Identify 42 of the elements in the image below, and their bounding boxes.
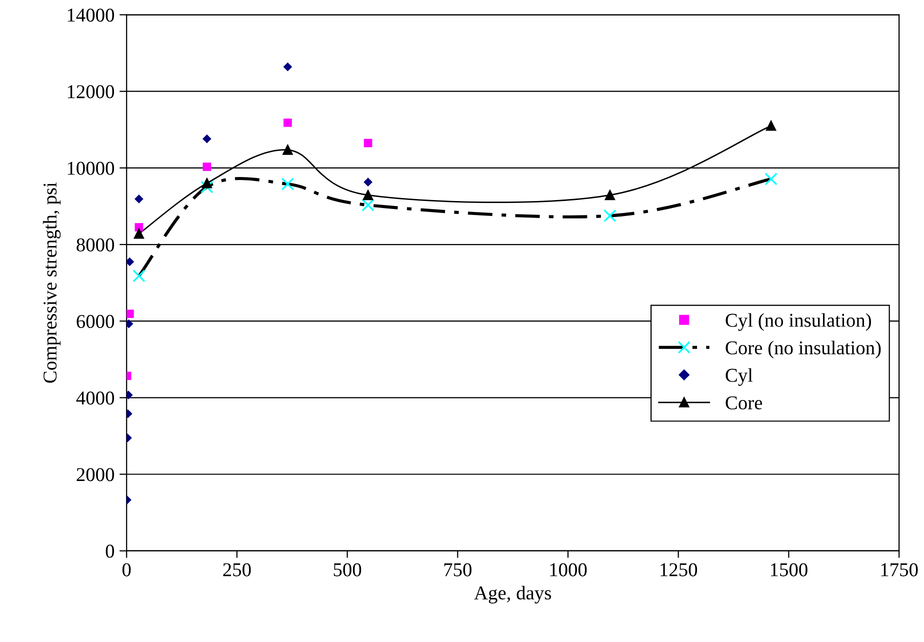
point (126, 310, 134, 318)
point (200, 180, 214, 194)
point (604, 190, 615, 200)
point (362, 198, 374, 212)
y-tick-label: 2000 (76, 468, 114, 482)
point (202, 134, 212, 144)
x-tick-label: 1750 (881, 563, 918, 576)
point (202, 178, 212, 188)
point (134, 228, 144, 239)
y-axis-title: Compressive strength, psi (42, 182, 61, 383)
y-tick-label: 0 (106, 544, 114, 558)
x-tick-label: 0 (122, 563, 131, 576)
x-tick-label: 250 (223, 563, 251, 576)
point (134, 194, 144, 204)
legend-label: Core (726, 396, 762, 410)
x-tick-label: 1500 (770, 563, 808, 576)
point (766, 120, 776, 131)
y-tick-label: 10000 (68, 162, 114, 175)
legend-label: Cyl (726, 368, 753, 386)
point (764, 172, 778, 186)
y-tick-label: 4000 (76, 391, 114, 405)
point (364, 138, 372, 148)
point (363, 190, 374, 200)
point (282, 144, 293, 155)
x-tick-label: 500 (334, 563, 362, 576)
y-tick-label: 6000 (76, 314, 114, 328)
point (284, 118, 292, 127)
x-tick-label: 1000 (550, 563, 587, 576)
x-axis-title: Age, days (474, 586, 551, 604)
point (202, 162, 212, 171)
point (364, 178, 372, 187)
point (126, 257, 134, 266)
point (132, 270, 146, 282)
legend-label: Core (no insulation) (726, 340, 881, 358)
legend-label: Cyl (no insulation) (726, 313, 871, 331)
point (281, 178, 294, 190)
x-tick-label: 750 (444, 563, 472, 576)
y-tick-label: 14000 (68, 8, 114, 22)
y-tick-label: 8000 (76, 238, 114, 252)
y-tick-label: 12000 (68, 85, 114, 98)
x-tick-label: 1250 (660, 563, 698, 576)
point (604, 209, 616, 222)
